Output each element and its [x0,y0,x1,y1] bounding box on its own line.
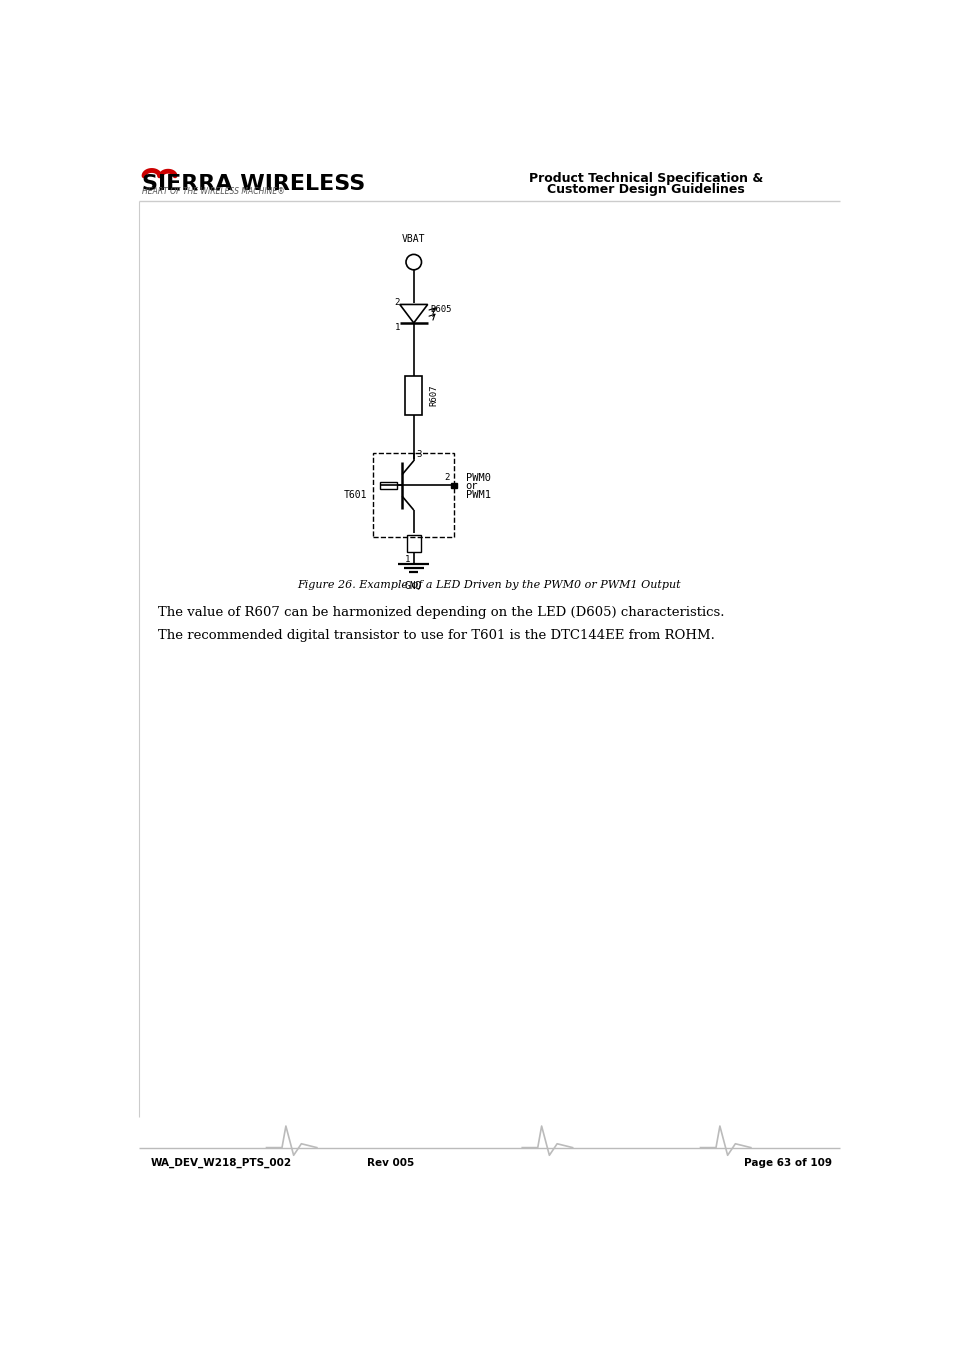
Text: 3: 3 [416,450,422,459]
Text: The value of R607 can be harmonized depending on the LED (D605) characteristics.: The value of R607 can be harmonized depe… [158,606,723,618]
Text: WA_DEV_W218_PTS_002: WA_DEV_W218_PTS_002 [150,1158,291,1168]
Text: GND: GND [404,580,422,591]
Bar [405,377,422,414]
Text: T601: T601 [343,490,367,500]
Text: 2: 2 [443,474,449,482]
Text: The recommended digital transistor to use for T601 is the DTC144EE from ROHM.: The recommended digital transistor to us… [158,629,714,643]
Text: 1: 1 [394,323,399,332]
Text: 1: 1 [405,555,410,564]
Text: Rev 005: Rev 005 [367,1158,414,1168]
Text: HEART OF THE WIRELESS MACHINE®: HEART OF THE WIRELESS MACHINE® [142,186,285,196]
Text: SIERRA WIRELESS: SIERRA WIRELESS [142,174,365,193]
Text: Product Technical Specification &: Product Technical Specification & [529,173,762,185]
Text: VBAT: VBAT [401,234,425,243]
Text: Page 63 of 109: Page 63 of 109 [743,1158,831,1168]
Bar [373,454,454,537]
Text: Customer Design Guidelines: Customer Design Guidelines [547,184,744,196]
Text: 2: 2 [394,298,399,308]
Text: PWM0: PWM0 [465,472,490,483]
Bar [406,535,420,552]
Text: R607: R607 [429,385,437,406]
Text: PWM1: PWM1 [465,490,490,501]
Text: D605: D605 [431,305,452,313]
Bar [380,482,397,489]
Text: Figure 26. Example of a LED Driven by the PWM0 or PWM1 Output: Figure 26. Example of a LED Driven by th… [296,580,680,590]
Bar [451,483,456,489]
Text: or: or [465,481,477,491]
